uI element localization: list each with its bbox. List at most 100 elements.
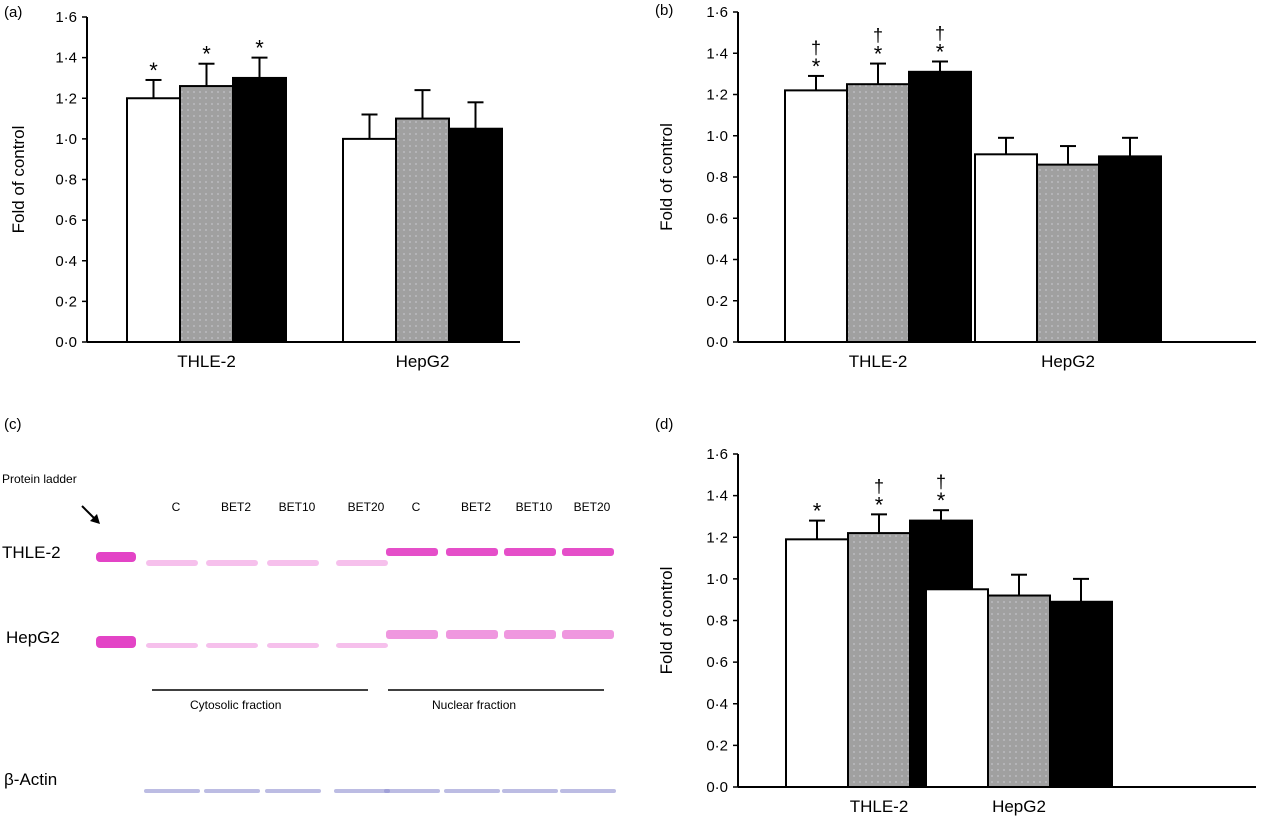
y-tick-label: 1·4 — [706, 488, 728, 505]
y-tick-label: 1·0 — [706, 571, 728, 588]
lane-label: BET10 — [278, 500, 316, 514]
y-tick-label: 0·0 — [55, 334, 77, 351]
significance-asterisk: * — [874, 42, 883, 67]
bar-chart-b: 0·0 0·2 0·4 0·6 0·8 1·0 1·2 1·4 1·6 Fold of contr… — [657, 4, 1256, 371]
band-actin — [204, 789, 260, 793]
y-tick-label: 0·2 — [706, 737, 728, 754]
lane-label: BET20 — [573, 500, 611, 514]
bar — [1049, 600, 1113, 788]
band-thle2 — [562, 548, 614, 556]
nuclear-fraction-label: Nuclear fraction — [432, 698, 517, 712]
lane-label: C — [171, 500, 181, 514]
significance-asterisk: * — [255, 36, 264, 61]
lane-label: BET20 — [347, 500, 385, 514]
band-thle2 — [267, 560, 319, 566]
y-tick-label: 1·6 — [706, 446, 728, 463]
band-actin — [444, 789, 500, 793]
significance-dagger: † — [935, 24, 945, 44]
bar — [1036, 163, 1100, 343]
band-actin — [144, 789, 200, 793]
band-hepg2 — [206, 643, 258, 648]
significance-asterisk: * — [936, 40, 945, 65]
band-hepg2 — [386, 630, 438, 639]
x-category-label: THLE-2 — [177, 352, 236, 371]
band-actin — [502, 789, 558, 793]
y-tick-label: 0·4 — [55, 253, 77, 270]
band-thle2 — [146, 560, 198, 566]
bar — [785, 538, 849, 788]
panel-label-d: (d) — [655, 416, 674, 433]
band-hepg2 — [446, 630, 498, 639]
band-thle2 — [336, 560, 388, 566]
panel-label-c: (c) — [4, 416, 22, 433]
y-tick-label: 0·6 — [706, 210, 728, 227]
y-tick-label: 1·0 — [706, 128, 728, 145]
lane-label: C — [411, 500, 421, 514]
y-axis-label: Fold of control — [657, 123, 676, 231]
y-tick-label: 1·6 — [706, 4, 728, 21]
lane-label: BET2 — [460, 500, 491, 514]
bar — [1098, 155, 1162, 343]
ladder-band-hepg2 — [96, 636, 136, 648]
significance-dagger: † — [936, 472, 946, 492]
x-category-label: THLE-2 — [849, 352, 908, 371]
bar — [448, 127, 503, 343]
y-tick-label: 1·4 — [55, 50, 77, 67]
bar — [925, 588, 989, 788]
band-thle2 — [446, 548, 498, 556]
row-label-thle2: THLE-2 — [2, 543, 61, 562]
row-label-actin: β-Actin — [4, 770, 58, 789]
ladder-band-thle2 — [96, 552, 136, 562]
y-tick-label: 1·4 — [706, 45, 728, 62]
significance-asterisk: * — [812, 54, 821, 79]
panel-label-b: (b) — [655, 2, 674, 19]
significance-dagger: † — [874, 476, 884, 496]
band-actin — [560, 789, 616, 793]
y-tick-label: 0·8 — [55, 172, 77, 189]
y-tick-label: 0·6 — [55, 212, 77, 229]
bar — [342, 137, 397, 343]
bar — [974, 153, 1038, 343]
arrow-head-icon — [90, 514, 100, 524]
significance-asterisk: * — [937, 488, 946, 513]
y-tick-label: 0·2 — [55, 293, 77, 310]
y-tick-label: 0·8 — [706, 169, 728, 186]
bar — [846, 83, 910, 343]
y-axis-label: Fold of control — [9, 126, 28, 234]
y-tick-label: 0·8 — [706, 613, 728, 630]
y-tick-label: 1·6 — [55, 9, 77, 26]
bar — [126, 97, 181, 343]
significance-asterisk: * — [875, 492, 884, 517]
band-hepg2 — [504, 630, 556, 639]
row-label-hepg2: HepG2 — [6, 628, 60, 647]
y-tick-label: 0·6 — [706, 654, 728, 671]
western-blot — [81, 505, 616, 793]
y-tick-label: 1·2 — [706, 529, 728, 546]
x-category-label: THLE-2 — [850, 797, 909, 816]
y-tick-label: 1·2 — [706, 87, 728, 104]
bar-chart-a: 0·0 0·2 0·4 0·6 0·8 1·0 1·2 1·4 1·6 Fold of contr… — [9, 9, 520, 371]
bar — [232, 76, 287, 343]
bar-chart-d: 0·0 0·2 0·4 0·6 0·8 1·0 1·2 1·4 1·6 Fold of contr… — [657, 446, 1256, 816]
bar — [908, 70, 972, 343]
significance-asterisk: * — [813, 499, 822, 524]
band-hepg2 — [146, 643, 198, 648]
y-axis-label: Fold of control — [657, 567, 676, 675]
y-tick-label: 0·0 — [706, 334, 728, 351]
band-actin — [384, 789, 440, 793]
y-tick-label: 1·2 — [55, 90, 77, 107]
significance-dagger: † — [811, 38, 821, 58]
significance-asterisk: * — [202, 42, 211, 67]
y-tick-label: 1·0 — [55, 131, 77, 148]
protein-ladder-label: Protein ladder — [2, 472, 77, 486]
band-hepg2 — [267, 643, 319, 648]
x-category-label: HepG2 — [396, 352, 450, 371]
panel-label-a: (a) — [4, 4, 23, 21]
significance-dagger: † — [873, 26, 883, 46]
band-thle2 — [386, 548, 438, 556]
bar — [179, 85, 234, 343]
bar — [395, 117, 450, 343]
band-thle2 — [504, 548, 556, 556]
band-actin — [265, 789, 321, 793]
